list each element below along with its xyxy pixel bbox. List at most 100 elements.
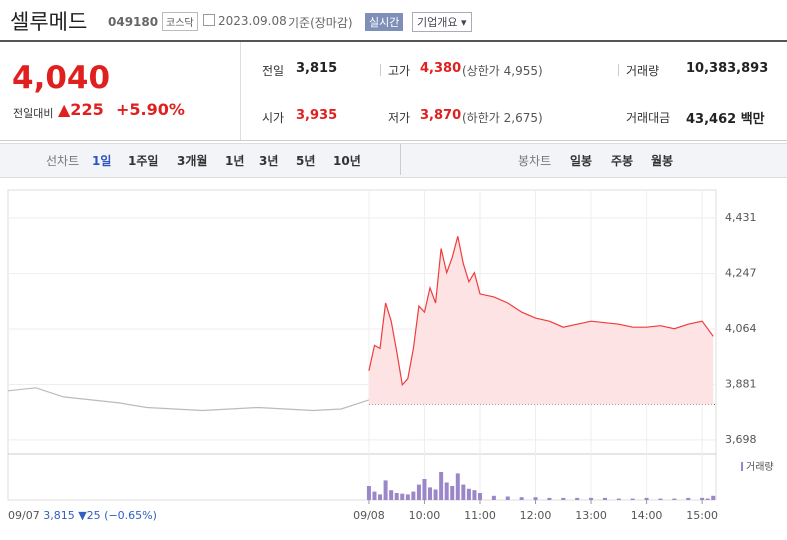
stat-label: 저가	[388, 111, 411, 125]
candle-tab[interactable]: 일봉	[570, 154, 593, 168]
volume-bar	[466, 488, 471, 500]
volume-bar	[561, 497, 566, 500]
change-label: 전일대비	[13, 107, 54, 120]
volume-bar	[644, 497, 649, 500]
change: ▲225	[58, 100, 104, 119]
volume-bar	[491, 495, 496, 500]
volume-bar	[478, 493, 482, 500]
y-tick-label: 4,247	[725, 267, 757, 280]
stat-value: 4,380	[420, 61, 462, 76]
plot-frame	[7, 189, 717, 501]
volume-bar	[416, 484, 421, 500]
stat-value: 3,815	[296, 61, 338, 76]
x-tick-label: 13:00	[575, 509, 607, 522]
x-tick-label: 11:00	[464, 509, 496, 522]
volume-bar	[394, 493, 399, 500]
x-tick-label: 12:00	[520, 509, 552, 522]
stat-label: 거래대금	[626, 111, 671, 125]
company-info-button[interactable]: 기업개요 ▾	[412, 12, 472, 32]
divider	[0, 40, 787, 42]
x-tick-label: 09/08	[353, 509, 385, 522]
volume-bar	[444, 482, 449, 500]
period-tab[interactable]: 10년	[333, 154, 361, 168]
price: 4,040	[12, 60, 111, 96]
stat-value: 43,462 백만	[686, 112, 765, 127]
volume-bar	[616, 498, 621, 500]
period-tab[interactable]: 3년	[259, 154, 279, 168]
volume-bar	[711, 495, 716, 500]
y-tick-label: 3,881	[725, 377, 757, 390]
divider	[240, 42, 241, 141]
volume-bar	[575, 497, 580, 500]
volume-bar	[705, 498, 710, 500]
stat-value: 3,935	[296, 108, 338, 123]
volume-bar	[505, 496, 510, 500]
divider	[0, 140, 787, 141]
volume-bar	[405, 494, 410, 500]
x-tick-label: 14:00	[631, 509, 663, 522]
volume-bar	[672, 498, 677, 500]
y-tick-label: 3,698	[725, 433, 757, 446]
volume-bar	[533, 497, 538, 500]
x-tick-label: 15:00	[686, 509, 718, 522]
stat-label: 고가	[388, 64, 411, 78]
period-tab[interactable]: 1년	[225, 154, 245, 168]
period-tab[interactable]: 3개월	[177, 154, 208, 168]
volume-bar	[700, 497, 705, 500]
price-line	[368, 236, 714, 387]
legend-swatch	[741, 462, 743, 471]
realtime-button[interactable]: 실시간	[365, 13, 404, 31]
change-pct: +5.90%	[116, 100, 185, 119]
volume-bar	[422, 479, 427, 500]
period-tab[interactable]: 5년	[296, 154, 316, 168]
footer-date: 09/07	[8, 509, 40, 522]
volume-bar	[472, 490, 477, 500]
volume-bar	[400, 493, 405, 500]
candle-tab[interactable]: 월봉	[651, 154, 674, 168]
volume-bar	[630, 498, 635, 500]
period-tab[interactable]: 1주일	[128, 154, 159, 168]
volume-bar	[411, 491, 416, 500]
footer: 09/07 3,815 ▼25 (−0.65%)	[8, 509, 157, 522]
footer-pct: (−0.65%)	[104, 509, 157, 522]
tab-label: 봉차트	[518, 154, 552, 168]
volume-bar	[658, 498, 663, 500]
stat-note: (하한가 2,675)	[462, 111, 543, 125]
footer-change: ▼25	[78, 509, 101, 522]
stat-label: 시가	[262, 111, 285, 125]
volume-bar	[378, 494, 383, 500]
candle-tab[interactable]: 주봉	[611, 154, 634, 168]
calendar-icon	[203, 14, 215, 26]
volume-bar	[372, 491, 377, 500]
stat-value: 3,870	[420, 108, 462, 123]
stat-label: 전일	[262, 64, 285, 78]
market-tag: 코스닥	[162, 12, 198, 31]
divider	[380, 64, 381, 76]
date: 2023.09.08	[218, 14, 287, 28]
tab-label: 선차트	[46, 154, 80, 168]
divider	[400, 144, 401, 175]
footer-close: 3,815	[43, 509, 75, 522]
y-tick-label: 4,431	[725, 211, 757, 224]
volume-bar	[519, 497, 524, 500]
volume-bar	[455, 473, 460, 500]
stat-value: 10,383,893	[686, 61, 769, 76]
stat-note: (상한가 4,955)	[462, 64, 543, 78]
divider	[618, 64, 619, 76]
stock-name: 셀루메드	[10, 10, 88, 34]
volume-bar	[383, 480, 388, 500]
area-fill	[368, 236, 714, 405]
legend-label: 거래량	[746, 461, 774, 473]
x-tick-label: 10:00	[409, 509, 441, 522]
tab-bar	[0, 143, 787, 178]
volume-bar	[602, 497, 607, 500]
volume-bar	[547, 497, 552, 500]
volume-bar	[589, 497, 594, 500]
volume-bar	[439, 472, 444, 500]
volume-bar	[461, 484, 466, 500]
y-tick-label: 4,064	[725, 322, 757, 335]
basis: 기준(장마감)	[288, 16, 353, 30]
period-tab[interactable]: 1일	[92, 154, 112, 168]
volume-bar	[389, 490, 394, 500]
